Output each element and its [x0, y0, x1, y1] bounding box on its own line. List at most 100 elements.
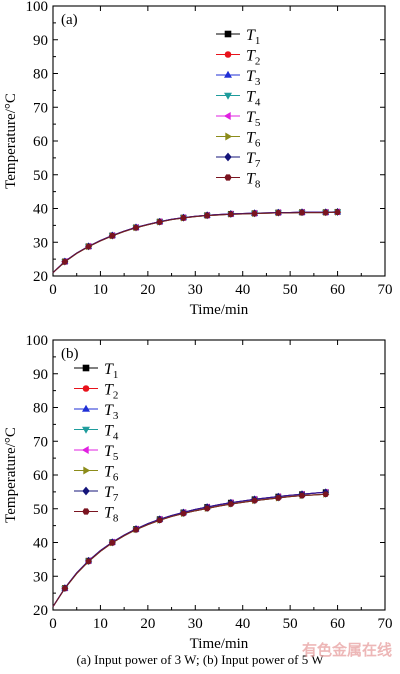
data-point-T8: [251, 210, 258, 217]
x-tick-label: 10: [93, 616, 108, 632]
legend-marker-T3: [224, 70, 232, 78]
y-tick-label: 60: [33, 468, 48, 484]
data-point-T8: [156, 219, 163, 225]
data-point-T8: [85, 243, 92, 250]
y-tick-label: 40: [33, 536, 48, 552]
legend-marker-T8: [82, 508, 90, 515]
x-tick-label: 30: [188, 282, 203, 298]
data-point-T8: [298, 209, 306, 216]
x-tick-label: 60: [330, 616, 345, 632]
series-line-T8: [52, 211, 338, 274]
legend-marker-T6: [225, 132, 233, 141]
x-axis-title: Time/min: [190, 302, 249, 318]
y-tick-label: 80: [33, 401, 48, 417]
y-tick-label: 100: [26, 0, 49, 15]
data-point-T8: [322, 491, 329, 498]
x-tick-label: 0: [49, 616, 57, 632]
legend-label-T7: T7: [246, 150, 261, 170]
y-tick-label: 90: [33, 367, 48, 383]
data-point-T8: [61, 585, 69, 592]
legend-marker-T4: [224, 92, 232, 100]
legend-label-T1: T1: [104, 361, 118, 381]
legend-marker-T7: [224, 152, 232, 162]
data-point-T8: [227, 501, 235, 507]
data-point-T8: [251, 497, 258, 504]
watermark: 有色金属在线: [301, 641, 392, 659]
y-tick-label: 90: [33, 33, 48, 49]
plot-frame: [52, 339, 386, 611]
legend-label-T7: T7: [104, 484, 119, 504]
y-tick-label: 30: [33, 235, 48, 251]
legend-marker-T2: [82, 385, 90, 392]
plot-frame: [52, 5, 386, 277]
y-tick-label: 100: [26, 333, 49, 349]
data-point-T8: [322, 209, 329, 216]
legend-label-T5: T5: [246, 109, 261, 129]
series-line-T7: [52, 211, 338, 274]
legend-label-T8: T8: [104, 505, 119, 525]
y-tick-label: 80: [33, 67, 48, 83]
legend-marker-T5: [223, 112, 231, 120]
x-tick-label: 70: [378, 282, 393, 298]
series-line-T3: [52, 491, 326, 607]
y-axis-title: Temperature/°C: [3, 93, 19, 189]
y-tick-label: 20: [33, 269, 48, 285]
legend-label-T4: T4: [104, 423, 119, 443]
y-tick-label: 30: [33, 569, 48, 585]
x-tick-label: 50: [283, 282, 298, 298]
x-axis-title: Time/min: [190, 636, 249, 652]
data-point-T8: [180, 510, 187, 517]
legend-label-T8: T8: [246, 171, 261, 191]
data-point-T8: [275, 495, 282, 501]
legend-marker-T1: [224, 30, 232, 38]
x-tick-label: 0: [49, 282, 57, 298]
data-point-T8: [203, 212, 211, 219]
legend-marker-T8: [224, 174, 232, 181]
legend-label-T2: T2: [104, 382, 118, 402]
data-point-T8: [334, 209, 341, 215]
y-tick-label: 70: [33, 434, 48, 450]
data-point-T8: [85, 558, 92, 565]
series-line-T1: [52, 491, 326, 607]
y-tick-label: 50: [33, 168, 48, 184]
legend-label-T2: T2: [246, 48, 260, 68]
legend-label-T1: T1: [246, 27, 260, 47]
legend-marker-T7: [82, 486, 90, 496]
y-tick-label: 40: [33, 202, 48, 218]
legend-label-T6: T6: [246, 130, 261, 150]
legend-label-T4: T4: [246, 89, 261, 109]
series-line-T7: [52, 491, 326, 607]
legend-marker-T4: [82, 426, 90, 434]
data-point-T8: [156, 517, 163, 524]
legend-label-T6: T6: [104, 464, 119, 484]
legend-marker-T5: [81, 446, 89, 454]
legend-label-T3: T3: [104, 402, 119, 422]
figure-caption: (a) Input power of 3 W; (b) Input power …: [76, 652, 324, 667]
panel-label: (a): [61, 12, 78, 28]
legend-label-T5: T5: [104, 443, 119, 463]
y-tick-label: 50: [33, 502, 48, 518]
y-tick-label: 60: [33, 134, 48, 150]
data-point-T8: [227, 211, 235, 218]
data-point-T8: [132, 526, 140, 533]
x-tick-label: 20: [140, 282, 155, 298]
data-point-T8: [180, 215, 187, 221]
data-point-T8: [109, 540, 116, 546]
legend-marker-T6: [83, 466, 91, 475]
y-tick-label: 70: [33, 100, 48, 116]
data-point-T8: [275, 210, 282, 216]
x-tick-label: 60: [330, 282, 345, 298]
x-tick-label: 40: [235, 282, 250, 298]
x-tick-label: 10: [93, 282, 108, 298]
data-point-T8: [203, 505, 211, 512]
x-tick-label: 50: [283, 616, 298, 632]
data-point-T8: [132, 224, 140, 231]
chart-panel-a: 0 10 20 30 40 50 60 70 20 30 40 50 60 70 80 90 100 Time/m…: [3, 0, 393, 318]
legend-marker-T3: [82, 404, 90, 412]
legend-label-T3: T3: [246, 68, 261, 88]
panel-label: (b): [61, 346, 79, 362]
data-point-T8: [109, 233, 116, 239]
